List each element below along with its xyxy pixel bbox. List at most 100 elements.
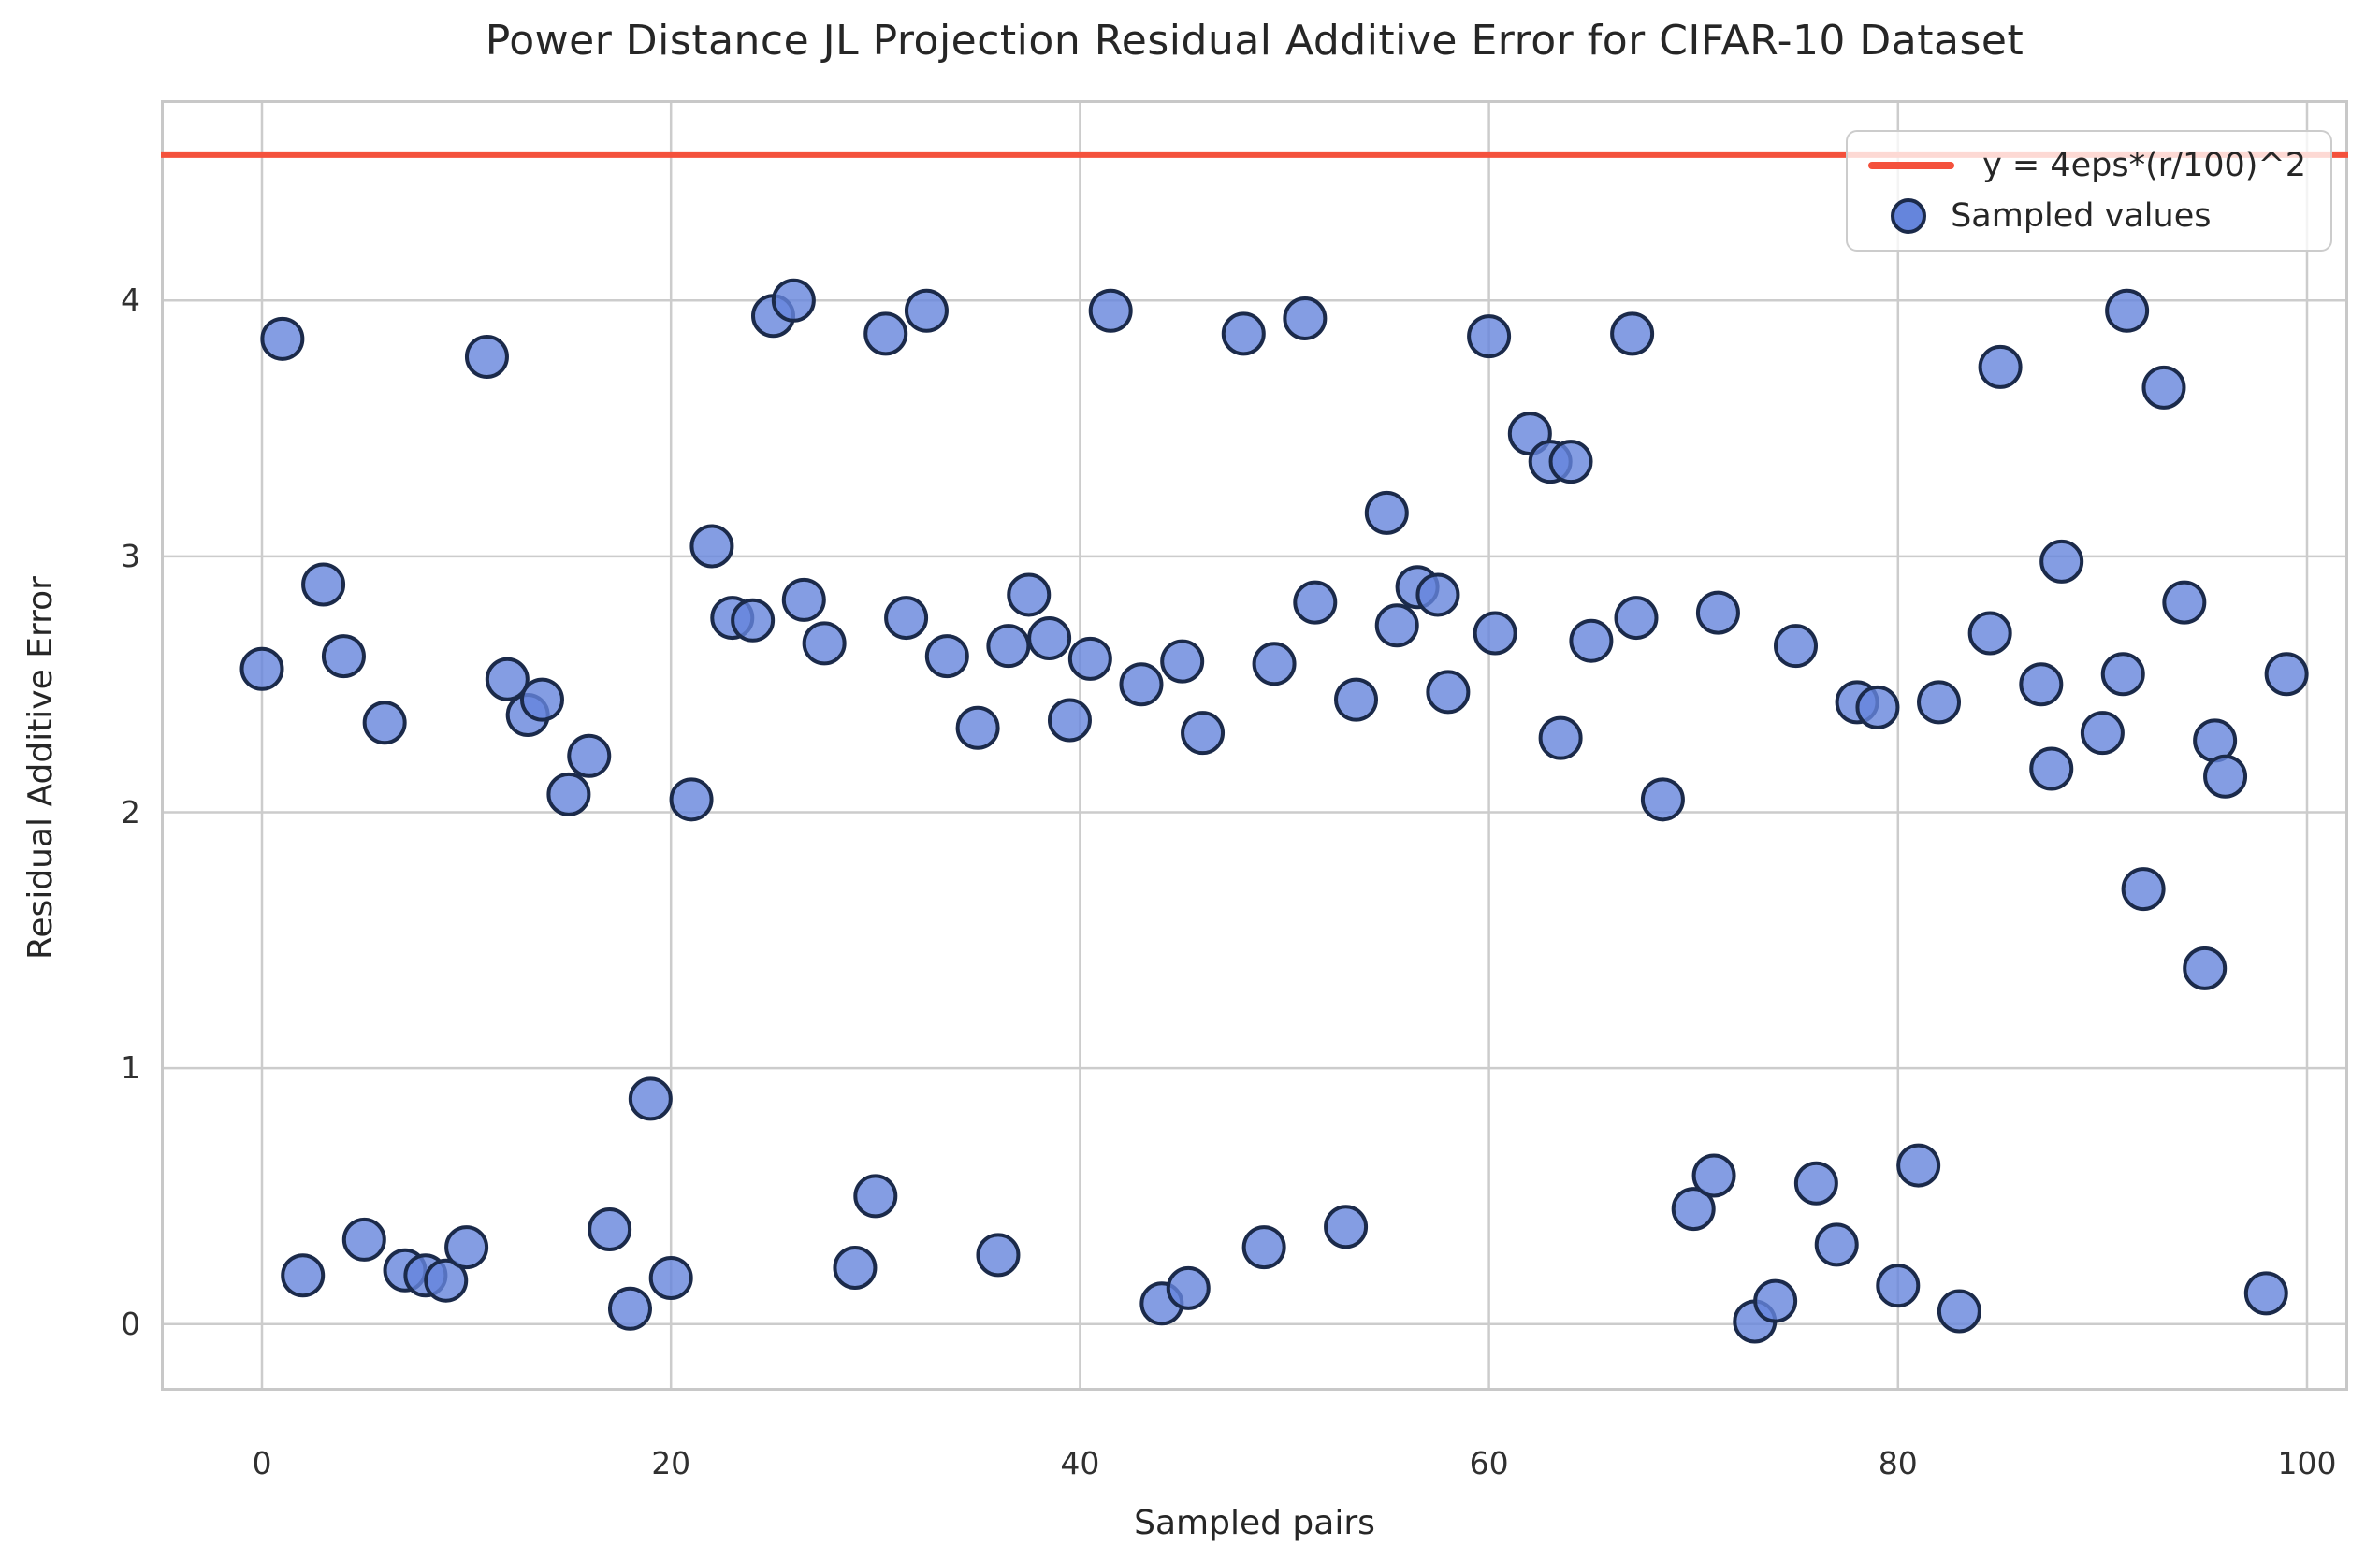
data-point (1640, 777, 1685, 822)
data-point (628, 1076, 673, 1121)
x-tick-label: 100 (2277, 1445, 2337, 1481)
data-point (1160, 639, 1205, 684)
data-point (1119, 662, 1164, 707)
data-point (1415, 572, 1460, 617)
axes-spine (161, 100, 2348, 1391)
x-tick-label: 20 (651, 1445, 691, 1481)
data-point (1774, 624, 1818, 669)
data-point (1793, 1161, 1838, 1206)
data-point (1538, 715, 1583, 760)
legend-label: Sampled values (1951, 197, 2212, 235)
data-point (1467, 314, 1512, 359)
legend-label: y = 4eps*(r/100)^2 (1982, 147, 2306, 184)
data-point (1221, 311, 1266, 356)
data-point (689, 524, 734, 569)
data-point (1007, 572, 1052, 617)
data-point (464, 334, 509, 379)
x-tick-label: 0 (252, 1445, 272, 1481)
y-tick-label: 0 (121, 1305, 140, 1342)
data-point (1671, 1187, 1716, 1232)
plot-area: y = 4eps*(r/100)^2 Sampled values (161, 100, 2348, 1391)
data-point (1181, 711, 1226, 756)
data-point (1166, 1265, 1211, 1310)
data-point (1691, 1153, 1736, 1198)
data-point (1569, 618, 1614, 663)
y-axis-label: Residual Additive Error (22, 576, 60, 960)
data-point (2019, 662, 2064, 707)
data-point (2162, 580, 2207, 625)
data-point (802, 621, 847, 666)
data-point (362, 701, 407, 745)
data-point (588, 1206, 632, 1251)
data-point (1364, 490, 1409, 535)
data-point (567, 733, 612, 778)
legend-item: Sampled values (1868, 197, 2306, 235)
y-tick-label: 2 (121, 793, 140, 831)
data-point (863, 311, 908, 356)
legend: y = 4eps*(r/100)^2 Sampled values (1846, 130, 2332, 252)
data-point (607, 1286, 652, 1331)
data-point (1855, 685, 1900, 729)
data-point (986, 624, 1031, 669)
chart-title: Power Distance JL Projection Residual Ad… (485, 17, 2024, 65)
data-point (1548, 440, 1593, 484)
data-point (955, 705, 1000, 750)
data-point (1252, 642, 1297, 686)
data-point (1473, 611, 1517, 656)
data-point (2193, 718, 2238, 763)
data-point (884, 596, 929, 641)
data-point (281, 1253, 326, 1298)
legend-item: y = 4eps*(r/100)^2 (1868, 147, 2306, 184)
data-point (1293, 580, 1338, 625)
data-point (853, 1174, 898, 1219)
data-point (1695, 590, 1740, 635)
data-point (1088, 288, 1133, 333)
data-point (1027, 615, 1072, 660)
data-point (781, 577, 826, 622)
data-point (2264, 652, 2309, 697)
x-tick-label: 80 (1878, 1445, 1918, 1481)
data-point (301, 562, 346, 607)
data-point (1978, 344, 2023, 389)
data-point (2105, 288, 2150, 333)
legend-line-sample (1868, 162, 1955, 169)
data-point (1753, 1278, 1798, 1323)
data-point (904, 288, 949, 333)
data-point (1814, 1222, 1859, 1267)
data-point (669, 777, 714, 822)
data-point (1374, 603, 1419, 648)
data-point (519, 677, 564, 722)
data-point (321, 634, 366, 679)
data-point (2121, 867, 2166, 912)
data-point (2039, 539, 2084, 584)
data-point (2243, 1271, 2288, 1316)
x-axis-label: Sampled pairs (1134, 1504, 1375, 1542)
data-point (771, 278, 816, 323)
data-point (546, 772, 591, 816)
data-point (1241, 1225, 1286, 1270)
data-point (1917, 680, 1962, 725)
data-point (833, 1246, 878, 1291)
y-tick-label: 4 (121, 282, 140, 319)
data-point (424, 1258, 469, 1303)
data-point (1047, 698, 1092, 743)
data-point (2100, 652, 2145, 697)
data-point (1876, 1264, 1921, 1308)
data-point (260, 316, 305, 361)
data-point (485, 657, 530, 701)
y-tick-label: 1 (121, 1049, 140, 1087)
data-point (1334, 677, 1379, 722)
x-tick-label: 40 (1060, 1445, 1100, 1481)
y-tick-label: 3 (121, 537, 140, 574)
data-point (2029, 746, 2074, 791)
data-point (976, 1233, 1021, 1278)
data-point (1614, 596, 1659, 641)
data-point (1283, 296, 1328, 340)
data-point (924, 634, 969, 679)
data-point (1610, 311, 1655, 356)
data-point (1967, 611, 2012, 656)
data-point (1426, 670, 1471, 715)
data-point (2203, 754, 2248, 799)
data-point (1324, 1205, 1369, 1249)
x-tick-label: 60 (1469, 1445, 1509, 1481)
